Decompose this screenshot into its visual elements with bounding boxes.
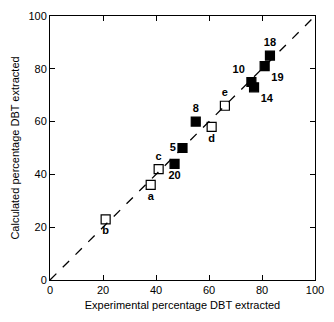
svg-text:19: 19 <box>271 71 283 83</box>
svg-text:Experimental percentage DBT ex: Experimental percentage DBT extracted <box>85 299 280 311</box>
svg-text:d: d <box>208 132 215 144</box>
svg-text:c: c <box>156 150 162 162</box>
svg-text:20: 20 <box>97 284 109 296</box>
svg-text:8: 8 <box>193 102 199 114</box>
svg-text:20: 20 <box>35 221 47 233</box>
svg-text:10: 10 <box>233 63 245 75</box>
svg-text:100: 100 <box>306 284 324 296</box>
svg-text:40: 40 <box>150 284 162 296</box>
svg-text:0: 0 <box>47 284 53 296</box>
svg-text:60: 60 <box>203 284 215 296</box>
svg-text:40: 40 <box>35 168 47 180</box>
svg-text:e: e <box>222 86 228 98</box>
svg-text:b: b <box>102 224 109 236</box>
svg-text:0: 0 <box>41 274 47 286</box>
svg-text:80: 80 <box>35 63 47 75</box>
svg-text:60: 60 <box>35 115 47 127</box>
svg-text:14: 14 <box>261 92 274 104</box>
svg-text:a: a <box>148 190 155 202</box>
svg-text:80: 80 <box>256 284 268 296</box>
svg-text:Calculated percentage DBT extr: Calculated percentage DBT extracted <box>9 56 21 239</box>
svg-text:5: 5 <box>170 141 176 153</box>
svg-text:20: 20 <box>168 169 180 181</box>
svg-text:100: 100 <box>28 10 46 22</box>
svg-text:18: 18 <box>264 36 276 48</box>
